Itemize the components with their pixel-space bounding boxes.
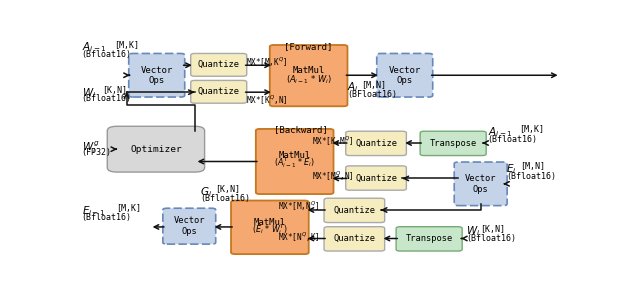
Text: $W_i$: $W_i$ [466,225,480,238]
Text: (Bfloat16): (Bfloat16) [81,50,132,59]
FancyBboxPatch shape [191,53,246,76]
Text: $(A_{i-1}^T$ * $E_i)$: $(A_{i-1}^T$ * $E_i)$ [274,155,316,170]
Text: $(A_{i-1}$ * $W_i)$: $(A_{i-1}$ * $W_i)$ [285,73,332,86]
Text: Quantize: Quantize [333,234,375,243]
Text: Vector
Ops: Vector Ops [465,174,497,193]
Text: [Forward]: [Forward] [284,42,333,51]
Text: (Bfloat16): (Bfloat16) [488,135,538,144]
FancyBboxPatch shape [396,227,462,251]
Text: [M,N]: [M,N] [362,81,387,90]
Text: [M,K]: [M,K] [116,204,141,213]
FancyBboxPatch shape [346,131,406,156]
Text: Quantize: Quantize [355,139,397,148]
Text: $A_{i-1}$: $A_{i-1}$ [81,40,106,55]
Text: MX*[M$^Q$,N]: MX*[M$^Q$,N] [312,169,354,183]
Text: Optimizer: Optimizer [130,145,182,154]
Text: Quantize: Quantize [333,206,375,215]
Text: (Bfloat16): (Bfloat16) [506,172,556,181]
Text: MatMul: MatMul [292,66,324,75]
Text: [K,N]: [K,N] [102,86,127,95]
Text: $A_{i-1}$: $A_{i-1}$ [488,125,512,139]
Text: $W^g_i$: $W^g_i$ [81,139,99,156]
Text: [Backward]: [Backward] [274,125,328,134]
Text: MX*[N$^Q$,K]: MX*[N$^Q$,K] [278,231,319,244]
Text: Quantize: Quantize [198,60,240,69]
Text: [M,K]: [M,K] [114,40,139,50]
Text: Transpose: Transpose [406,234,452,243]
Text: $A_i$: $A_i$ [348,81,359,94]
FancyBboxPatch shape [346,166,406,190]
Text: [M,N]: [M,N] [520,162,545,171]
Text: Vector
Ops: Vector Ops [388,65,421,85]
FancyBboxPatch shape [231,201,308,254]
FancyBboxPatch shape [270,45,348,106]
Text: MatMul: MatMul [278,151,311,160]
Text: [K,N]: [K,N] [215,185,240,194]
Text: MatMul: MatMul [253,218,286,227]
FancyBboxPatch shape [256,129,333,194]
Text: MX*[K,M$^Q$]: MX*[K,M$^Q$] [312,135,354,148]
FancyBboxPatch shape [108,126,205,172]
Text: (Bfloat16): (Bfloat16) [466,234,516,243]
FancyBboxPatch shape [377,53,433,97]
Text: MX*[M,K$^Q$]: MX*[M,K$^Q$] [246,56,287,69]
Text: $G_i$: $G_i$ [200,185,212,199]
Text: MX*[K$^Q$,N]: MX*[K$^Q$,N] [246,94,287,107]
FancyBboxPatch shape [163,208,216,244]
FancyBboxPatch shape [324,198,385,222]
Text: $W_i$: $W_i$ [81,86,96,100]
Text: Vector
Ops: Vector Ops [141,65,173,85]
Text: [K,N]: [K,N] [480,225,505,234]
Text: (Bfloat16): (Bfloat16) [200,194,250,203]
FancyBboxPatch shape [191,80,246,103]
Text: Vector
Ops: Vector Ops [173,216,205,236]
Text: $(E_i$ * $W_i^T)$: $(E_i$ * $W_i^T)$ [252,222,288,237]
FancyBboxPatch shape [324,227,385,251]
Text: [M,K]: [M,K] [520,125,545,134]
FancyBboxPatch shape [129,53,185,97]
Text: (FP32): (FP32) [81,148,111,157]
Text: Quantize: Quantize [355,174,397,183]
Text: MX*[M,N$^Q$]: MX*[M,N$^Q$] [278,200,319,214]
Text: (Bfloat16): (Bfloat16) [81,213,132,222]
Text: $E_{i-1}$: $E_{i-1}$ [81,204,105,218]
FancyBboxPatch shape [454,162,507,205]
Text: $E_i$: $E_i$ [506,162,516,176]
Text: (BFloat16): (BFloat16) [348,90,397,99]
Text: Transpose: Transpose [429,139,477,148]
Text: Quantize: Quantize [198,87,240,96]
FancyBboxPatch shape [420,131,486,156]
Text: (Bfloat16): (Bfloat16) [81,94,132,104]
